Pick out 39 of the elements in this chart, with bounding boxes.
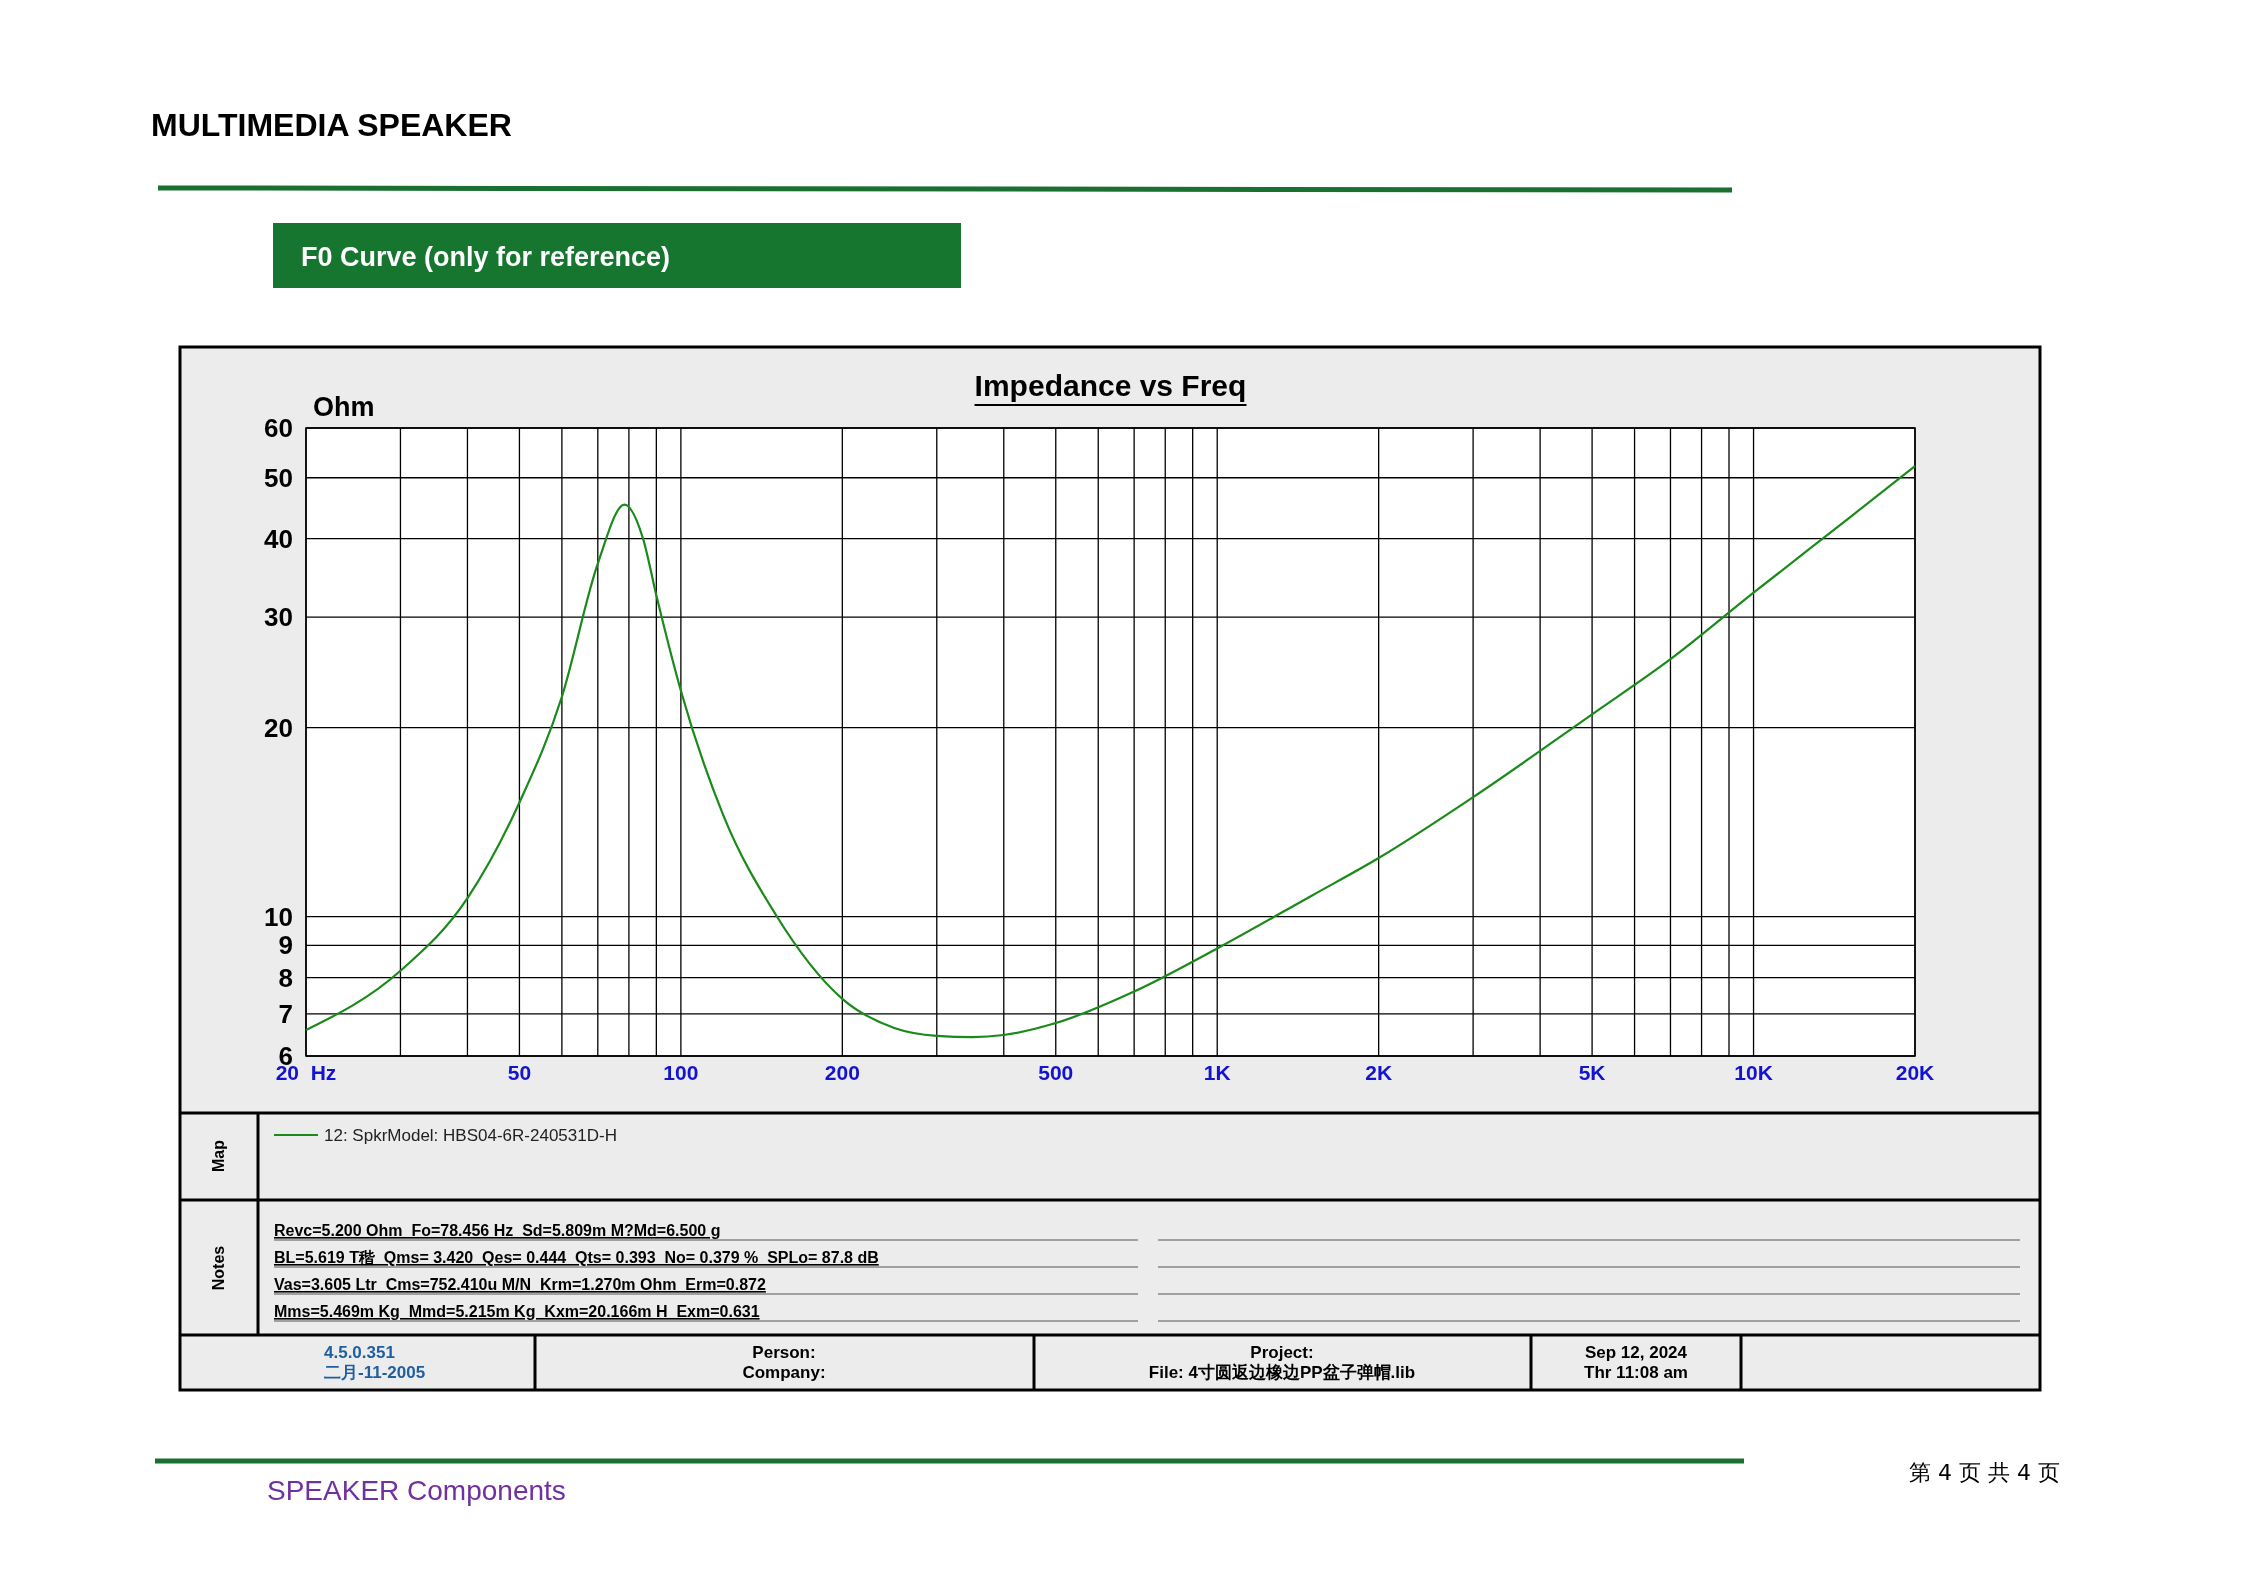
chart-title: Impedance vs Freq bbox=[974, 369, 1247, 402]
text: Notes bbox=[210, 1245, 227, 1291]
text: MULTIMEDIA SPEAKER bbox=[151, 107, 512, 143]
text: F0 Curve (only for reference) bbox=[301, 242, 671, 272]
y-tick-label: 9 bbox=[278, 930, 293, 961]
text: Thr 11:08 am bbox=[1584, 1363, 1688, 1382]
text: 第 4 页 共 4 页 bbox=[1909, 1460, 2060, 1485]
text: Revc=5.200 Ohm Fo=78.456 Hz Sd=5.809m M?Md=6.500 g bbox=[274, 1222, 721, 1239]
text: 4.5.0.351 bbox=[324, 1343, 395, 1362]
y-tick-label: 10 bbox=[264, 901, 293, 932]
y-tick-label: 60 bbox=[264, 413, 293, 443]
legend-label: 12: SpkrModel: HBS04-6R-240531D-H bbox=[324, 1126, 617, 1145]
y-tick-label: 50 bbox=[264, 462, 293, 493]
y-axis-title: Ohm bbox=[313, 392, 375, 422]
x-tick-label: 5K bbox=[1578, 1061, 1606, 1084]
text: Mms=5.469m Kg Mmd=5.215m Kg Kxm=20.166m H Exm=0.631 bbox=[274, 1303, 760, 1320]
x-tick-label: 50 bbox=[507, 1061, 532, 1084]
text: Vas=3.605 Ltr Cms=752.410u M/N Krm=1.270m Ohm Erm=0.872 bbox=[274, 1276, 766, 1293]
text: Person: bbox=[752, 1343, 816, 1362]
text: 二月-11-2005 bbox=[324, 1363, 426, 1382]
x-tick-label: 500 bbox=[1038, 1061, 1074, 1084]
y-tick-label: 30 bbox=[264, 602, 293, 633]
x-tick-label: 200 bbox=[824, 1061, 860, 1084]
y-tick-label: 40 bbox=[264, 523, 293, 554]
y-tick-label: 20 bbox=[264, 712, 293, 743]
x-tick-label: 10K bbox=[1734, 1061, 1773, 1084]
text: Sep 12, 2024 bbox=[1584, 1343, 1688, 1362]
text: Company: bbox=[742, 1363, 826, 1382]
x-tick-label: 20K bbox=[1895, 1061, 1935, 1084]
text: File: 4寸圆返边橡边PP盆子弹帽.lib bbox=[1148, 1363, 1416, 1382]
x-tick-label: 100 bbox=[663, 1061, 699, 1084]
x-tick-label: 1K bbox=[1203, 1061, 1231, 1084]
y-tick-label: 7 bbox=[278, 998, 293, 1029]
text: Map bbox=[210, 1139, 227, 1172]
text: BL=5.619 T稭 Qms= 3.420 Qes= 0.444 Qts= 0.393 No= 0.379 % SPLo= 87.8 dB bbox=[274, 1249, 879, 1266]
x-tick-label: 2K bbox=[1365, 1061, 1393, 1084]
text: SPEAKER Components bbox=[267, 1475, 566, 1506]
y-tick-label: 8 bbox=[278, 962, 293, 993]
text: Project: bbox=[1250, 1343, 1314, 1362]
